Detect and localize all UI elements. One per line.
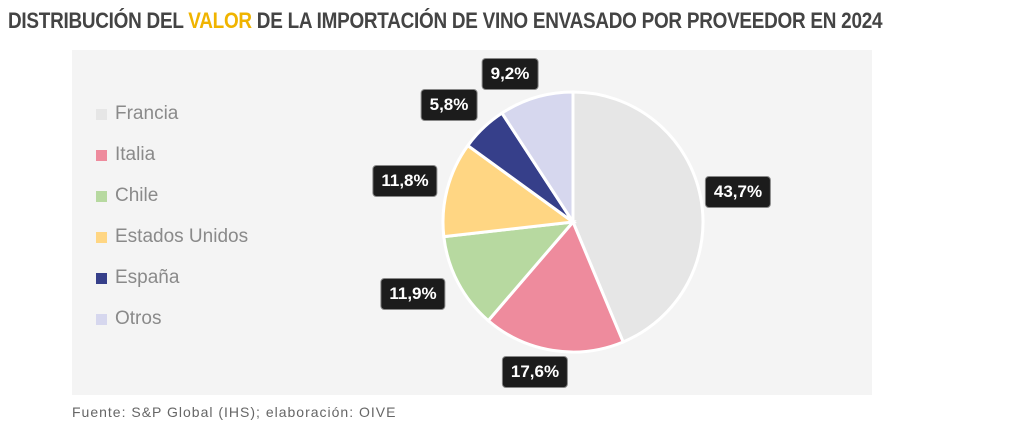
legend-swatch [96,272,107,284]
pie-slice-francia [571,90,705,344]
legend-swatch [96,231,107,243]
data-label: 9,2% [481,58,539,90]
legend-item: Estados Unidos [96,226,248,248]
legend-label: Chile [115,185,159,206]
legend-item: Otros [96,308,161,330]
data-label: 17,6% [501,356,569,388]
data-label: 11,8% [372,165,438,197]
title-part: DE LA IMPORTACIÓN DE VINO ENVASADO POR P… [251,8,883,33]
data-label: 11,9% [380,278,446,310]
legend-item: España [96,267,179,289]
legend-label: Otros [115,308,162,329]
chart-title: DISTRIBUCIÓN DEL VALOR DE LA IMPORTACIÓN… [8,8,883,34]
legend-swatch [96,313,107,325]
pie-slice-otros [499,90,575,228]
pie-slice-chile [442,220,577,323]
title-part: DISTRIBUCIÓN DEL [8,8,189,33]
pie-slice-italia [486,219,626,354]
source-note: Fuente: S&P Global (IHS); elaboración: O… [72,404,397,420]
title-highlight: VALOR [188,8,252,33]
legend-label: Estados Unidos [115,226,249,247]
legend-swatch [96,149,107,161]
data-label: 5,8% [420,89,478,121]
legend-swatch [96,190,107,202]
legend-item: Chile [96,185,158,207]
data-label: 43,7% [704,176,772,208]
legend-item: Francia [96,103,178,125]
legend-label: Francia [115,103,179,124]
legend-label: Italia [115,144,156,165]
legend-swatch [96,108,107,120]
pie-slice-estados-unidos [441,143,578,239]
legend-label: España [115,267,180,288]
legend-item: Italia [96,144,155,166]
